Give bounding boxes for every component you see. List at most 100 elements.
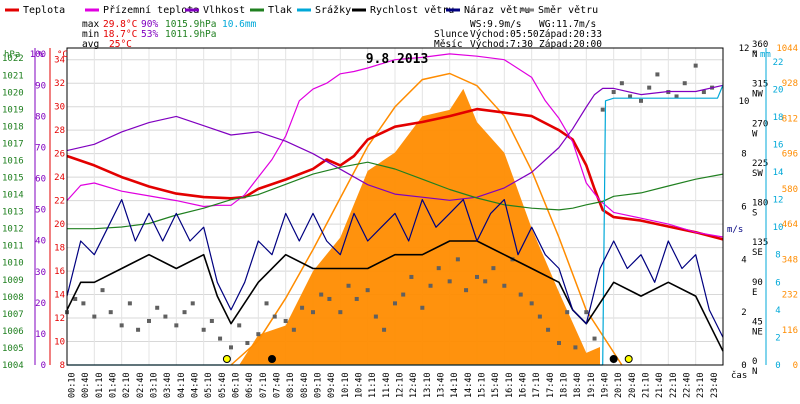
x-tick-label: 19:10 — [587, 372, 597, 398]
humidity-tick-label: 70 — [35, 143, 46, 153]
wind-direction-point — [619, 81, 624, 86]
humidity-tick-label: 10 — [35, 330, 46, 340]
sunset-marker — [624, 355, 633, 363]
direction-tick-label: 135 — [752, 238, 768, 248]
wind-direction-point — [393, 301, 397, 306]
x-tick-label: 16:40 — [519, 372, 529, 398]
x-tick-label: 10:10 — [341, 372, 351, 398]
wind-direction-point — [584, 310, 589, 315]
rain-tick-label: 6 — [741, 203, 746, 213]
sun-set: Západ:20:33 — [539, 29, 602, 40]
pressure-tick-label: 1004 — [2, 361, 24, 371]
direction-compass-label: SE — [752, 248, 763, 258]
pressure-tick-label: 1019 — [2, 105, 24, 115]
pressure-tick-label: 1010 — [2, 259, 24, 269]
x-tick-label: 02:40 — [136, 372, 146, 398]
wind-direction-point — [365, 288, 370, 293]
temperature-tick-label: 20 — [54, 220, 65, 230]
x-tick-label: 22:10 — [669, 372, 679, 398]
wind-direction-point — [163, 314, 168, 319]
x-tick-label: 18:40 — [573, 372, 583, 398]
wind-direction-point — [201, 327, 206, 332]
wind-direction-point — [237, 323, 242, 328]
direction-compass-label: S — [752, 209, 757, 219]
x-tick-label: 22:40 — [683, 372, 693, 398]
radiation-tick-label: 232 — [782, 291, 798, 301]
stats-min-press: 1011.9hPa — [165, 29, 216, 40]
x-tick-label: 06:40 — [245, 372, 255, 398]
stats-avg-temp: 25°C — [109, 39, 132, 50]
wind-direction-point — [647, 85, 652, 90]
wind-direction-point — [537, 314, 542, 319]
direction-compass-label: E — [752, 288, 757, 298]
wind-direction-point — [256, 332, 261, 337]
unit-pct: % — [38, 50, 44, 60]
temperature-tick-label: 26 — [54, 150, 65, 160]
wind-ws: WS:9.9m/s — [470, 19, 521, 30]
x-tick-label: 01:10 — [95, 372, 105, 398]
stats-min-hum: 53% — [141, 29, 158, 40]
x-tick-label: 05:40 — [218, 372, 228, 398]
temperature-tick-label: 30 — [54, 103, 65, 113]
wind-direction-point — [272, 314, 277, 319]
x-tick-label: 14:10 — [450, 372, 460, 398]
unit-cas: čas — [731, 370, 747, 381]
wind-direction-point — [546, 327, 551, 332]
x-tick-label: 13:10 — [423, 372, 433, 398]
humidity-tick-label: 50 — [35, 206, 46, 216]
legend-label: Náraz větru — [464, 4, 530, 16]
x-tick-label: 03:40 — [163, 372, 173, 398]
x-tick-label: 06:10 — [232, 372, 242, 398]
wind-direction-point — [420, 305, 425, 310]
x-tick-label: 07:10 — [259, 372, 269, 398]
wind-direction-point — [491, 266, 496, 271]
temperature-tick-label: 10 — [54, 338, 65, 348]
solar-radiation-area — [230, 72, 623, 366]
wind-direction-point — [92, 314, 97, 319]
humidity-tick-label: 0 — [41, 361, 46, 371]
wind-direction-point — [557, 340, 561, 345]
rain-tick-label: 8 — [741, 150, 746, 160]
wind-direction-point — [373, 314, 378, 319]
wind-direction-point — [502, 283, 507, 288]
pressure-tick-label: 1011 — [2, 242, 24, 252]
wind-direction-point — [229, 345, 233, 350]
wind-direction-point — [401, 292, 406, 297]
solar-radiation-fill — [239, 88, 600, 366]
wind-tick-label: 16 — [773, 140, 784, 150]
x-tick-label: 11:40 — [382, 372, 392, 398]
moonset-marker — [609, 355, 618, 363]
humidity-tick-label: 90 — [35, 81, 46, 91]
wind-tick-label: 20 — [773, 85, 784, 95]
x-tick-label: 12:10 — [396, 372, 406, 398]
stats-max-hum: 90% — [141, 19, 158, 30]
wind-tick-label: 6 — [775, 278, 780, 288]
x-tick-label: 09:40 — [327, 372, 337, 398]
moon-rise: Východ:7:30 — [470, 39, 533, 50]
x-tick-label: 19:40 — [601, 372, 611, 398]
rain-tick-label: 0 — [741, 361, 746, 371]
wind-direction-point — [693, 63, 698, 68]
x-tick-label: 01:40 — [109, 372, 119, 398]
wind-direction-point — [428, 283, 433, 288]
wind-direction-point — [529, 301, 534, 306]
x-tick-label: 20:10 — [614, 372, 624, 398]
legend-label: Rychlost větru — [370, 4, 454, 16]
stats-max-temp: 29.8°C — [103, 19, 137, 30]
pressure-tick-label: 1021 — [2, 71, 24, 81]
wind-direction-point — [639, 98, 643, 103]
wind-direction-point — [592, 336, 597, 341]
plot-frame — [66, 47, 724, 366]
wind-direction-point — [475, 274, 479, 279]
wind-direction-point — [327, 296, 332, 301]
x-tick-label: 17:10 — [532, 372, 542, 398]
x-tick-label: 03:10 — [150, 372, 160, 398]
wind-direction-point — [346, 283, 351, 288]
stats-avg-label: avg — [82, 39, 99, 50]
pressure-tick-label: 1015 — [2, 174, 24, 184]
series-line — [66, 107, 724, 241]
wind-direction-point — [73, 296, 78, 301]
legend-label: Teplota — [23, 5, 65, 16]
